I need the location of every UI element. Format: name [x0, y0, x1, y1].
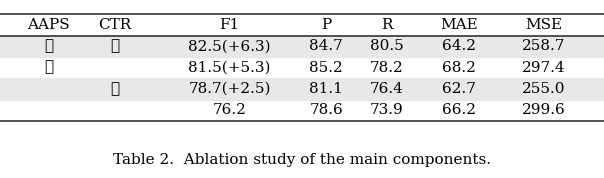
Text: 73.9: 73.9 — [370, 103, 403, 117]
Text: 255.0: 255.0 — [522, 82, 565, 96]
Text: 82.5(+6.3): 82.5(+6.3) — [188, 39, 271, 53]
Text: 62.7: 62.7 — [442, 82, 476, 96]
Text: ✓: ✓ — [110, 82, 120, 96]
Text: AAPS: AAPS — [27, 18, 69, 32]
Text: 66.2: 66.2 — [442, 103, 476, 117]
Text: 81.1: 81.1 — [309, 82, 343, 96]
Bar — [0, 36, 604, 57]
Text: R: R — [381, 18, 393, 32]
Text: 297.4: 297.4 — [522, 61, 565, 75]
Text: 64.2: 64.2 — [442, 39, 476, 53]
Text: 78.7(+2.5): 78.7(+2.5) — [188, 82, 271, 96]
Text: MAE: MAE — [440, 18, 478, 32]
Text: 81.5(+5.3): 81.5(+5.3) — [188, 61, 271, 75]
Text: 76.2: 76.2 — [213, 103, 246, 117]
Text: 76.4: 76.4 — [370, 82, 403, 96]
Text: Table 2.  Ablation study of the main components.: Table 2. Ablation study of the main comp… — [113, 153, 491, 167]
Text: 299.6: 299.6 — [522, 103, 565, 117]
Text: 84.7: 84.7 — [309, 39, 343, 53]
Text: MSE: MSE — [525, 18, 562, 32]
Text: ✓: ✓ — [43, 39, 53, 53]
Text: 78.2: 78.2 — [370, 61, 403, 75]
Text: 80.5: 80.5 — [370, 39, 403, 53]
Text: P: P — [321, 18, 331, 32]
Text: ✓: ✓ — [43, 61, 53, 75]
Text: 258.7: 258.7 — [522, 39, 565, 53]
Text: F1: F1 — [219, 18, 240, 32]
Text: CTR: CTR — [98, 18, 132, 32]
Text: 78.6: 78.6 — [309, 103, 343, 117]
Bar — [0, 78, 604, 100]
Text: 68.2: 68.2 — [442, 61, 476, 75]
Text: 85.2: 85.2 — [309, 61, 343, 75]
Text: ✓: ✓ — [110, 39, 120, 53]
